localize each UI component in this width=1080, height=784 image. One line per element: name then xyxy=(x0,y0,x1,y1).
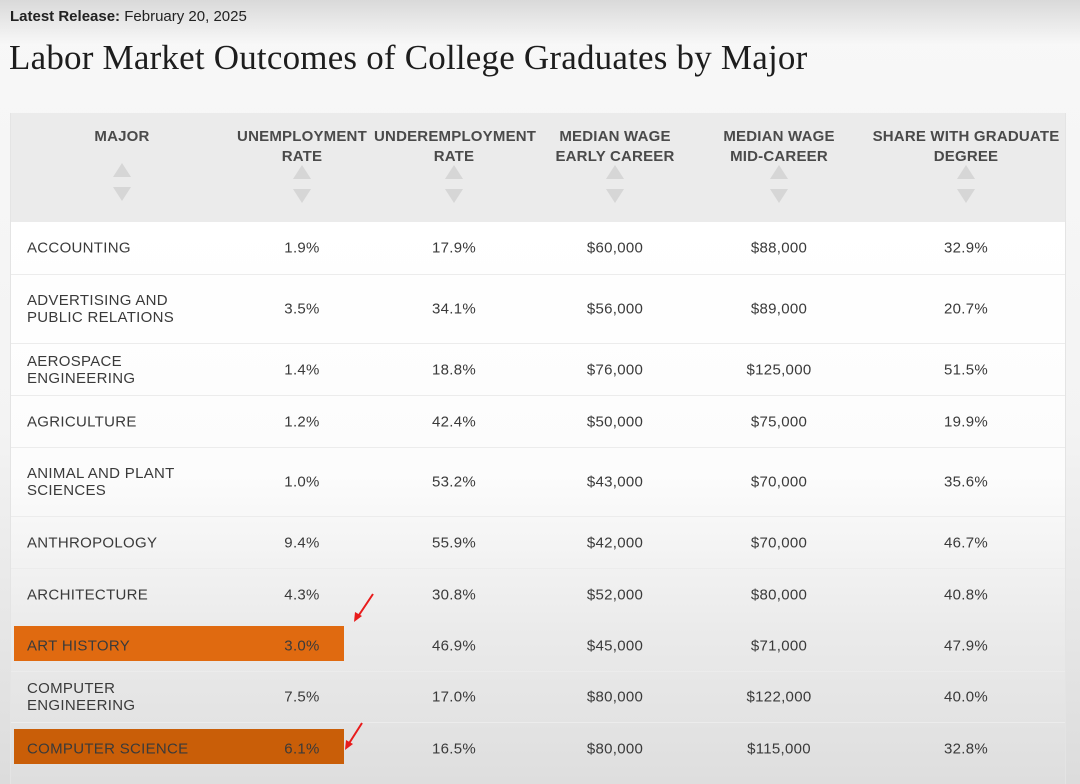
cell-grad-degree: 32.9% xyxy=(943,239,989,257)
cell-wage-early: $43,000 xyxy=(586,473,644,491)
cell-underemployment: 42.4% xyxy=(431,413,477,430)
table-row: Aerospace Engineering 1.4% 18.8% $76,000 $12… xyxy=(11,343,1065,395)
cell-underemployment: 30.8% xyxy=(431,586,477,603)
cell-wage-early: $52,000 xyxy=(586,586,644,603)
cell-wage-mid: $71,000 xyxy=(750,637,808,655)
table-row: Animal and Plant Sciences 1.0% 53.2% $43,00… xyxy=(11,447,1065,516)
cell-underemployment: 53.2% xyxy=(431,473,477,491)
col-header-grad-degree[interactable]: SHARE WITH GRADUATE DEGREE xyxy=(872,128,1060,165)
cell-wage-mid: $115,000 xyxy=(747,740,811,757)
col-header-wage-early[interactable]: MEDIAN WAGE EARLY CAREER xyxy=(555,128,675,165)
cell-unemployment: 7.5% xyxy=(284,688,320,706)
cell-underemployment: 55.9% xyxy=(431,534,477,551)
cell-wage-mid: $122,000 xyxy=(746,688,812,706)
cell-wage-early: $45,000 xyxy=(586,637,644,655)
table-row: Architecture 4.3% 30.8% $52,000 $80,000 40.8% xyxy=(11,568,1065,620)
table-row: Computer Science 6.1% 16.5% $80,000 $115,000… xyxy=(11,722,1065,774)
table-row: Advertising and Public Relations 3.5% 34.1… xyxy=(11,274,1065,343)
cell-wage-mid: $125,000 xyxy=(746,361,812,378)
cell-wage-mid: $89,000 xyxy=(750,300,808,318)
cell-wage-mid: $70,000 xyxy=(750,473,808,491)
cell-wage-mid: $88,000 xyxy=(750,239,808,257)
sort-grad-degree-icon[interactable] xyxy=(955,165,977,209)
annotation-arrow-computer-science xyxy=(345,722,363,750)
sort-major-icon[interactable] xyxy=(111,163,133,207)
cell-major: Architecture xyxy=(27,586,149,603)
cell-unemployment: 1.4% xyxy=(284,361,320,378)
cell-wage-early: $60,000 xyxy=(586,239,644,257)
col-header-underemployment[interactable]: UNDEREMPLOYMENT RATE xyxy=(374,128,537,165)
cell-underemployment: 16.5% xyxy=(431,740,477,757)
cell-major: Accounting xyxy=(27,239,131,257)
cell-grad-degree: 40.0% xyxy=(943,688,989,706)
top-shadow xyxy=(0,0,1080,44)
cell-grad-degree: 35.6% xyxy=(943,473,989,491)
cell-major: Anthropology xyxy=(27,534,158,551)
cell-wage-mid: $80,000 xyxy=(750,586,808,603)
cell-unemployment: 9.4% xyxy=(284,534,320,551)
cell-major: Art History xyxy=(27,637,131,655)
cell-major: Animal and Plant Sciences xyxy=(27,465,175,499)
cell-unemployment: 1.9% xyxy=(284,239,320,257)
annotation-arrow-art-history xyxy=(354,593,374,622)
table-row: Art History 3.0% 46.9% $45,000 $71,000 47.9% xyxy=(11,620,1065,671)
cell-major: Computer Engineering xyxy=(27,680,136,714)
cell-unemployment: 3.5% xyxy=(284,300,320,318)
cell-wage-early: $56,000 xyxy=(586,300,644,318)
cell-grad-degree: 51.5% xyxy=(943,361,989,378)
cell-wage-mid: $75,000 xyxy=(750,413,808,430)
col-header-wage-mid[interactable]: MEDIAN WAGE MID-CAREER xyxy=(723,128,835,165)
cell-unemployment: 4.3% xyxy=(284,586,320,603)
sort-wage-early-icon[interactable] xyxy=(604,165,626,209)
table-body: Accounting 1.9% 17.9% $60,000 $88,000 32.9% Ad… xyxy=(11,222,1065,784)
release-date: February 20, 2025 xyxy=(124,8,247,25)
cell-major: Computer Science xyxy=(27,740,189,757)
cell-unemployment: 6.1% xyxy=(284,740,320,757)
cell-underemployment: 18.8% xyxy=(431,361,477,378)
cell-unemployment: 3.0% xyxy=(284,637,320,655)
cell-wage-early: $80,000 xyxy=(586,688,644,706)
cell-grad-degree: 46.7% xyxy=(943,534,989,551)
col-header-major[interactable]: MAJOR xyxy=(94,128,150,145)
cell-wage-early: $50,000 xyxy=(586,413,644,430)
cell-underemployment: 46.9% xyxy=(431,637,477,655)
cell-wage-early: $42,000 xyxy=(586,534,644,551)
sort-unemployment-icon[interactable] xyxy=(291,165,313,209)
page-title: Labor Market Outcomes of College Graduat… xyxy=(9,38,808,77)
sort-underemployment-icon[interactable] xyxy=(443,165,465,209)
cell-wage-early: $80,000 xyxy=(586,740,644,757)
col-header-unemployment[interactable]: UNEMPLOYMENT RATE xyxy=(237,128,367,165)
cell-underemployment: 17.0% xyxy=(431,688,477,706)
cell-underemployment: 34.1% xyxy=(431,300,477,318)
cell-wage-mid: $70,000 xyxy=(750,534,808,551)
cell-grad-degree: 32.8% xyxy=(943,740,989,757)
cell-grad-degree: 47.9% xyxy=(943,637,989,655)
cell-major: Aerospace Engineering xyxy=(27,352,136,387)
table-row: Computer Engineering 7.5% 17.0% $80,000 $122… xyxy=(11,671,1065,722)
table-header: MAJOR UNEMPLOYMENT RATE UNDEREMPLOYMENT … xyxy=(11,113,1065,222)
highlight-computer-science xyxy=(14,729,344,764)
release-info: Latest Release: February 20, 2025 xyxy=(10,8,247,25)
cell-grad-degree: 20.7% xyxy=(943,300,989,318)
cell-grad-degree: 40.8% xyxy=(943,586,989,603)
cell-wage-early: $76,000 xyxy=(586,361,644,378)
table-row: Accounting 1.9% 17.9% $60,000 $88,000 32.9% xyxy=(11,222,1065,274)
table-row: Anthropology 9.4% 55.9% $42,000 $70,000 46.7% xyxy=(11,516,1065,568)
cell-unemployment: 1.2% xyxy=(284,413,320,430)
cell-major: Agriculture xyxy=(27,413,137,430)
majors-table: MAJOR UNEMPLOYMENT RATE UNDEREMPLOYMENT … xyxy=(10,113,1066,784)
table-row: Agriculture 1.2% 42.4% $50,000 $75,000 19.9% xyxy=(11,395,1065,447)
cell-unemployment: 1.0% xyxy=(284,473,320,491)
cell-underemployment: 17.9% xyxy=(431,239,477,257)
release-label: Latest Release: xyxy=(10,8,121,25)
highlight-art-history xyxy=(14,626,344,661)
cell-major: Advertising and Public Relations xyxy=(27,292,175,326)
sort-wage-mid-icon[interactable] xyxy=(768,165,790,209)
cell-grad-degree: 19.9% xyxy=(943,413,989,430)
